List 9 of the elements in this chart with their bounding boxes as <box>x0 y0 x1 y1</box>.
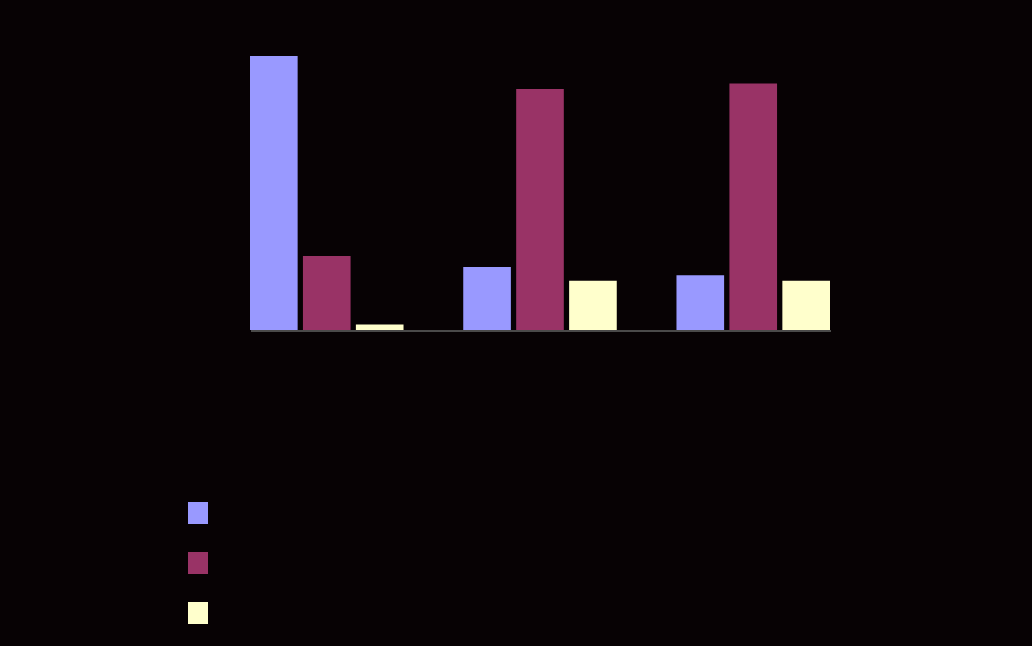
bar <box>729 83 778 330</box>
bar <box>569 280 617 330</box>
bar <box>250 56 298 330</box>
bar <box>676 275 725 330</box>
bar <box>302 256 351 330</box>
bar <box>355 324 404 330</box>
bar <box>782 280 830 330</box>
bar <box>463 266 511 330</box>
bar <box>516 88 564 330</box>
